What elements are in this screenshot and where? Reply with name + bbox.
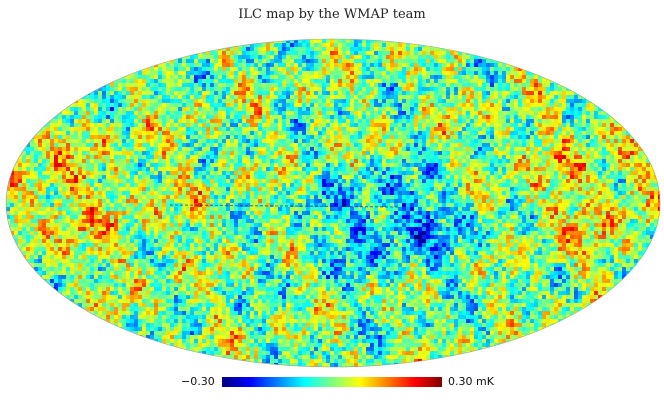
map-outline <box>5 38 661 368</box>
galactic-plane-streak <box>169 204 401 208</box>
colorbar-max-label: 0.30 mK <box>448 375 494 388</box>
map-title: ILC map by the WMAP team <box>238 7 426 22</box>
colorbar-gradient <box>222 377 442 387</box>
colorbar-min-label: −0.30 <box>181 375 215 388</box>
